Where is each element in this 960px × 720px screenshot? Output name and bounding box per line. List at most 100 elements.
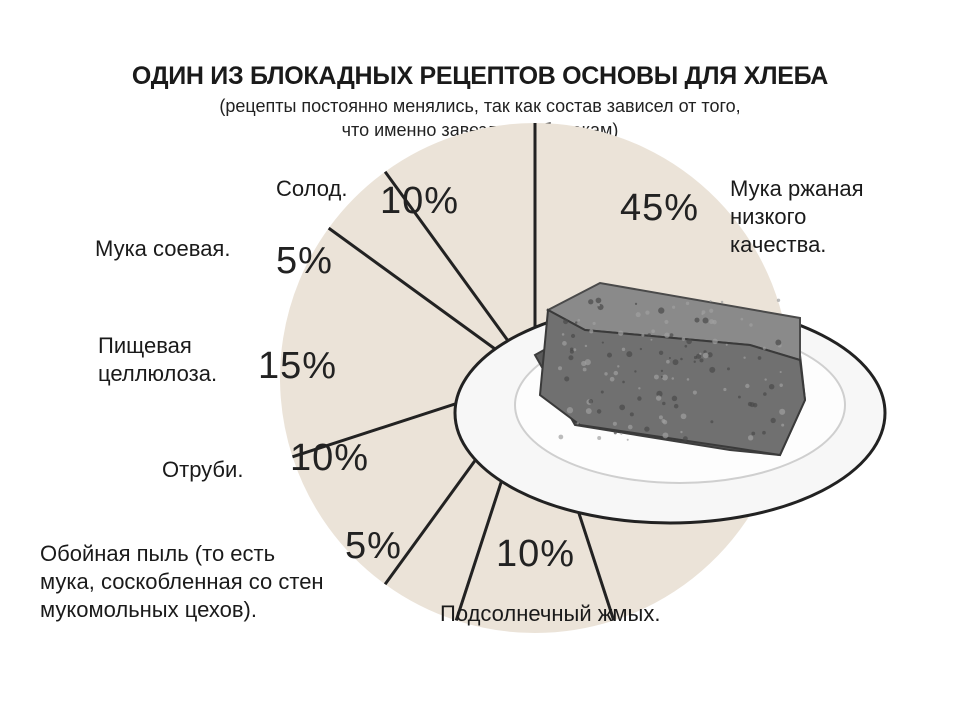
bread-pore [664,319,669,324]
bread-pore [666,359,670,364]
bread-pore [660,369,664,373]
label-food-cellulose: Пищевая целлюлоза. [98,333,218,386]
bread-pore [743,356,746,359]
bread-pore [737,395,741,399]
label-sunflower-cake: Подсолнечный жмых. [440,601,661,626]
bread-pore [693,360,696,363]
bread-pore [620,432,623,435]
bread-pore [566,407,574,414]
bread-pore [770,417,776,424]
bread-pore [589,329,594,334]
bread-pore [740,317,744,321]
bread-pore [658,350,664,355]
bread-pore [639,347,643,351]
bread-pore [613,370,619,376]
pie-slice-soy-flour [328,171,535,378]
bread-pore [601,341,604,344]
bread-pore [745,383,750,389]
bread-pore [617,365,620,368]
bread-pore [762,346,766,350]
bread-pore [764,378,767,381]
bread-pore [575,321,578,324]
bread-pore [701,312,704,316]
bread-pore [644,426,650,432]
bread-pore [747,435,754,441]
bread-pore [606,352,612,358]
bread-pore [749,402,755,408]
bread-pore [597,304,600,307]
label-malt: Солод. [276,176,348,201]
bread-pore [585,408,592,415]
pie-slice-sunflower-cake [456,378,614,633]
bread-pore [576,422,579,425]
bread-pore [682,436,688,441]
bread-pore [637,396,642,401]
value-label-food-cellulose: 15% [258,345,338,387]
bread-pore [577,318,581,322]
bread-pore [581,360,587,367]
bread-pore [763,392,767,396]
plate-with-bread-illustration [453,281,887,525]
bread-pore [684,344,688,348]
bread-pore [658,415,663,420]
value-label-sunflower-cake: 10% [496,533,576,575]
bread-pore [619,404,626,411]
bread-pore [592,321,596,326]
bread-pore [686,338,692,345]
bread-pore [681,337,686,341]
bread-pore [672,305,676,309]
value-label-wallpaper-dust: 5% [345,525,402,567]
bread-pore [645,310,650,315]
bread-pore [650,338,653,341]
bread-pore [725,343,728,346]
subtitle-line-1: (рецепты постоянно менялись, так как сос… [219,96,741,116]
bread-pore [709,319,715,325]
label-soy-flour: Мука соевая. [95,236,231,261]
bread-pore [709,300,712,303]
bread-pore [669,333,674,337]
bread-pore [762,430,766,435]
bread-pore [656,390,663,397]
bread-pore [699,352,702,355]
bread-pore [768,383,775,390]
bread-pore [694,317,700,323]
bread-pore [627,424,633,430]
bread-pore [673,403,679,409]
bread-pore [680,430,683,434]
bread-pore [660,375,663,378]
bread-pore [661,418,666,423]
bread-pore [686,378,690,381]
value-label-rye-flour: 45% [620,187,700,229]
bread-pore [651,329,655,334]
bread-pore [779,408,786,415]
pie-slice-malt [385,123,535,378]
bread-pore [723,387,727,392]
bread-pore [604,372,608,376]
bread-pore [662,432,669,439]
bread-pore [658,307,665,314]
bread-pore [707,352,713,358]
bread-pore [757,356,762,360]
value-label-bran: 10% [290,437,370,479]
bread-pore [618,330,624,336]
bread-pore [726,367,730,371]
bread-pore [569,347,574,352]
bread-pore [702,317,709,324]
bread-pore [558,434,564,440]
bread-pore [584,344,588,348]
bread-pore [709,366,716,373]
bread-pore [573,348,577,352]
bread-pore [680,413,687,420]
bread-pore [680,357,683,361]
bread-pore [595,297,602,304]
label-bran: Отруби. [162,457,244,482]
bread-pore [609,376,615,382]
bread-pore [702,352,709,359]
bread-pore [621,347,626,352]
value-label-malt: 10% [380,180,460,222]
bread-pore [558,366,563,371]
label-rye-flour: Мука ржаная низкого качества. [730,176,864,257]
bread-pore [692,390,697,395]
pie-slice-food-cellulose [279,228,535,457]
label-wallpaper-dust: Обойная пыль (то есть мука, соскобленная… [40,541,324,622]
